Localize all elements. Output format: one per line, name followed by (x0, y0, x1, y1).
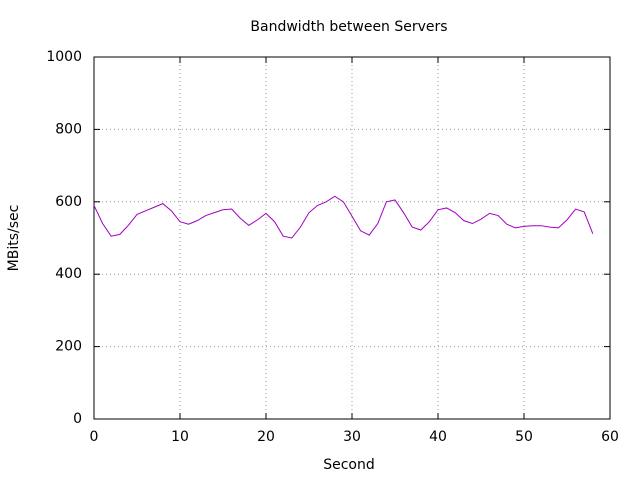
x-tick-label: 10 (171, 429, 189, 445)
y-axis-label: MBits/sec (6, 205, 22, 272)
plot-frame (93, 56, 611, 420)
x-tick-label: 30 (343, 429, 361, 445)
x-tick-label: 60 (601, 429, 619, 445)
x-tick-label: 0 (90, 429, 99, 445)
x-axis-label: Second (323, 457, 375, 473)
data-line (93, 195, 594, 239)
y-tick-label: 1000 (46, 49, 82, 65)
x-tick-label: 20 (257, 429, 275, 445)
x-tick-label: 40 (429, 429, 447, 445)
y-tick-label: 800 (55, 121, 82, 137)
y-tick-label: 400 (55, 266, 82, 282)
y-tick-label: 200 (55, 339, 82, 355)
chart-title: Bandwidth between Servers (250, 19, 447, 35)
y-tick-label: 600 (55, 194, 82, 210)
y-tick-label: 0 (73, 411, 82, 427)
x-tick-label: 50 (515, 429, 533, 445)
